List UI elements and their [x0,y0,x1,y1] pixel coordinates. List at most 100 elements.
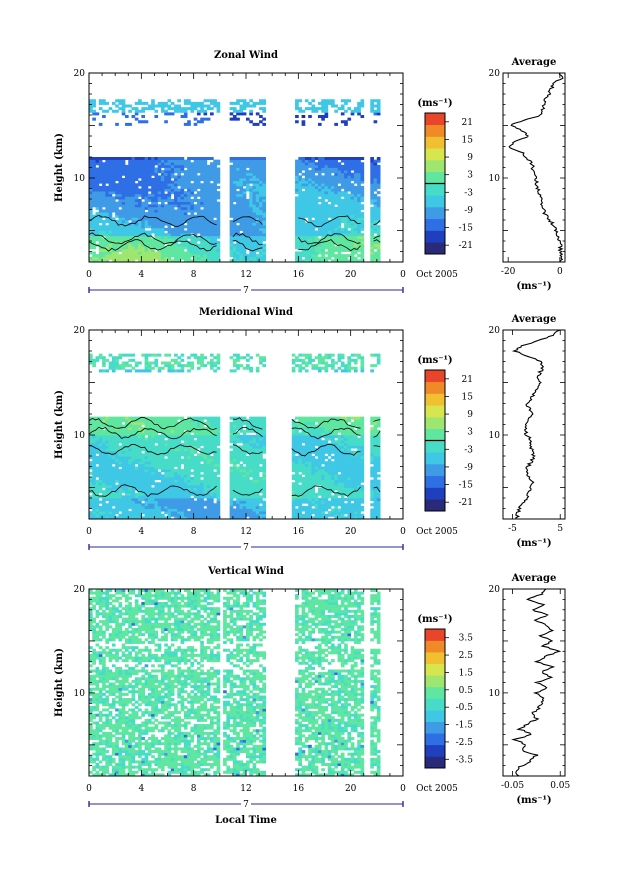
meridional-cell [115,448,119,452]
zonal-cell [317,217,322,221]
zonal-cell [321,209,325,213]
zonal-cell [134,170,139,174]
zonal-cell [232,246,237,250]
zonal-cell [121,254,126,258]
meridional-cell [147,492,152,496]
meridional-cell [105,513,110,517]
zonal-cell [327,180,332,184]
zonal-cell [187,99,191,103]
zonal-cell [311,204,316,208]
zonal-cell [252,217,257,221]
meridional-cell [216,508,221,512]
zonal-cell [350,230,355,234]
zonal-cell [357,241,361,245]
zonal-cell [160,159,165,163]
zonal-cell [229,101,234,105]
zonal-cell [200,188,204,192]
zonal-cell [259,178,263,182]
zonal-cell [200,107,204,111]
meridional-cell [111,492,116,496]
meridional-cell [105,450,110,454]
zonal-cell [317,101,322,105]
zonal-cell [242,243,247,247]
zonal-cell [167,104,172,108]
zonal-cell [246,204,250,208]
zonal-cell [232,233,237,237]
zonal-cell [131,180,136,184]
zonal-cell [170,201,175,205]
zonal-cell [134,109,139,113]
zonal-cell [105,101,110,105]
zonal-cell [200,256,204,260]
zonal-cell [321,104,325,108]
zonal-cell [213,180,217,184]
meridional-cell [151,463,155,467]
meridional-cell [134,511,139,515]
zonal-cell [200,185,204,189]
meridional-cell [141,432,145,436]
zonal-cell [134,175,139,179]
meridional-cell [124,500,129,504]
zonal-cell [210,178,214,182]
zonal-cell [111,256,116,260]
zonal-cell [108,241,113,245]
meridional-cell [144,471,149,475]
zonal-cell [177,206,181,210]
zonal-cell [317,178,322,182]
meridional-cell [193,421,198,425]
meridional-cell [121,366,126,370]
meridional-cell [115,463,119,467]
meridional-cell [115,435,119,439]
zonal-cell [187,227,191,231]
zonal-cell [203,222,208,226]
zonal-cell [331,196,335,200]
meridional-cell [144,484,149,488]
meridional-cell [121,353,126,357]
zonal-cell [255,259,260,263]
meridional-cell [190,484,195,488]
meridional-cell [131,490,136,494]
zonal-cell [190,164,195,168]
zonal-cell [183,183,188,187]
meridional-cell [98,513,103,517]
meridional-cell [111,432,116,436]
zonal-cell [216,222,221,226]
meridional-cell [167,427,172,431]
zonal-cell [334,233,338,237]
zonal-cell [138,172,142,176]
meridional-cell [128,427,132,431]
meridional-cell [177,361,181,365]
zonal-cell [147,178,152,182]
zonal-cell [246,233,250,237]
meridional-cell [98,482,103,486]
zonal-cell [229,246,234,250]
zonal-cell [180,214,185,218]
meridional-cell [160,505,165,509]
meridional-cell [147,513,152,517]
zonal-cell [331,225,335,229]
zonal-cell [314,183,319,187]
zonal-cell [154,193,159,197]
zonal-cell [160,107,165,111]
zonal-cell [314,217,319,221]
meridional-cell [164,448,168,452]
zonal-cell [324,183,329,187]
zonal-cell [144,120,149,124]
zonal-cell [232,178,237,182]
meridional-cell [216,416,221,420]
zonal-cell [95,175,100,179]
zonal-cell [255,180,260,184]
zonal-cell [295,180,299,184]
meridional-cell [111,513,116,517]
meridional-cell [206,477,211,481]
zonal-cell [350,209,355,213]
meridional-cell [177,356,181,360]
zonal-cell [108,180,113,184]
zonal-cell [337,230,342,234]
zonal-cell [180,183,185,187]
meridional-cell [92,479,96,483]
zonal-cell [340,217,345,221]
meridional-cell [121,364,126,368]
zonal-cell [95,212,100,216]
zonal-colorbar-unit: (ms⁻¹) [417,98,452,109]
